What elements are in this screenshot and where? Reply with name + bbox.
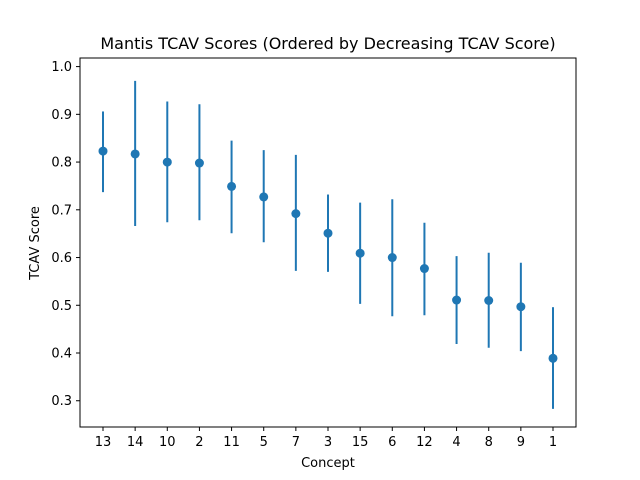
x-tick-label: 1 [549,435,557,450]
y-axis-label: TCAV Score [28,206,43,281]
data-point [548,353,558,363]
data-point [484,295,494,305]
x-tick-label: 14 [127,435,144,450]
data-point [452,295,462,305]
y-tick-label: 0.6 [51,251,72,266]
data-point [98,146,108,156]
x-tick-label: 4 [452,435,460,450]
data-point [387,253,397,263]
data-point [259,192,269,202]
data-point [516,302,526,312]
x-tick-label: 2 [195,435,203,450]
plot-area: 0.30.40.50.60.70.80.91.013 14 10 2 11 5 7 3 15 6 1… [51,57,577,450]
data-point [291,209,301,219]
data-point [227,181,237,191]
data-point [355,248,365,258]
x-tick-label: 12 [416,435,433,450]
data-point [194,158,204,168]
y-tick-label: 0.9 [51,108,72,123]
x-tick-label: 11 [223,435,240,450]
x-tick-label: 10 [159,435,176,450]
x-tick-label: 9 [517,435,525,450]
data-point [323,228,333,238]
data-point [419,264,429,274]
y-tick-label: 0.7 [51,203,72,218]
x-tick-label: 8 [485,435,493,450]
chart-title: Mantis TCAV Scores (Ordered by Decreasin… [100,34,555,53]
y-tick-label: 0.8 [51,156,72,171]
x-tick-label: 6 [388,435,396,450]
y-tick-label: 1.0 [51,60,72,75]
x-tick-label: 3 [324,435,332,450]
y-tick-label: 0.3 [51,394,72,409]
x-tick-label: 7 [292,435,300,450]
data-point [130,149,140,159]
y-tick-label: 0.5 [51,299,72,314]
x-tick-label: 13 [95,435,112,450]
x-tick-label: 5 [260,435,268,450]
x-tick-label: 15 [352,435,369,450]
y-tick-label: 0.4 [51,347,72,362]
x-axis-label: Concept [301,456,355,471]
data-point [162,157,172,167]
